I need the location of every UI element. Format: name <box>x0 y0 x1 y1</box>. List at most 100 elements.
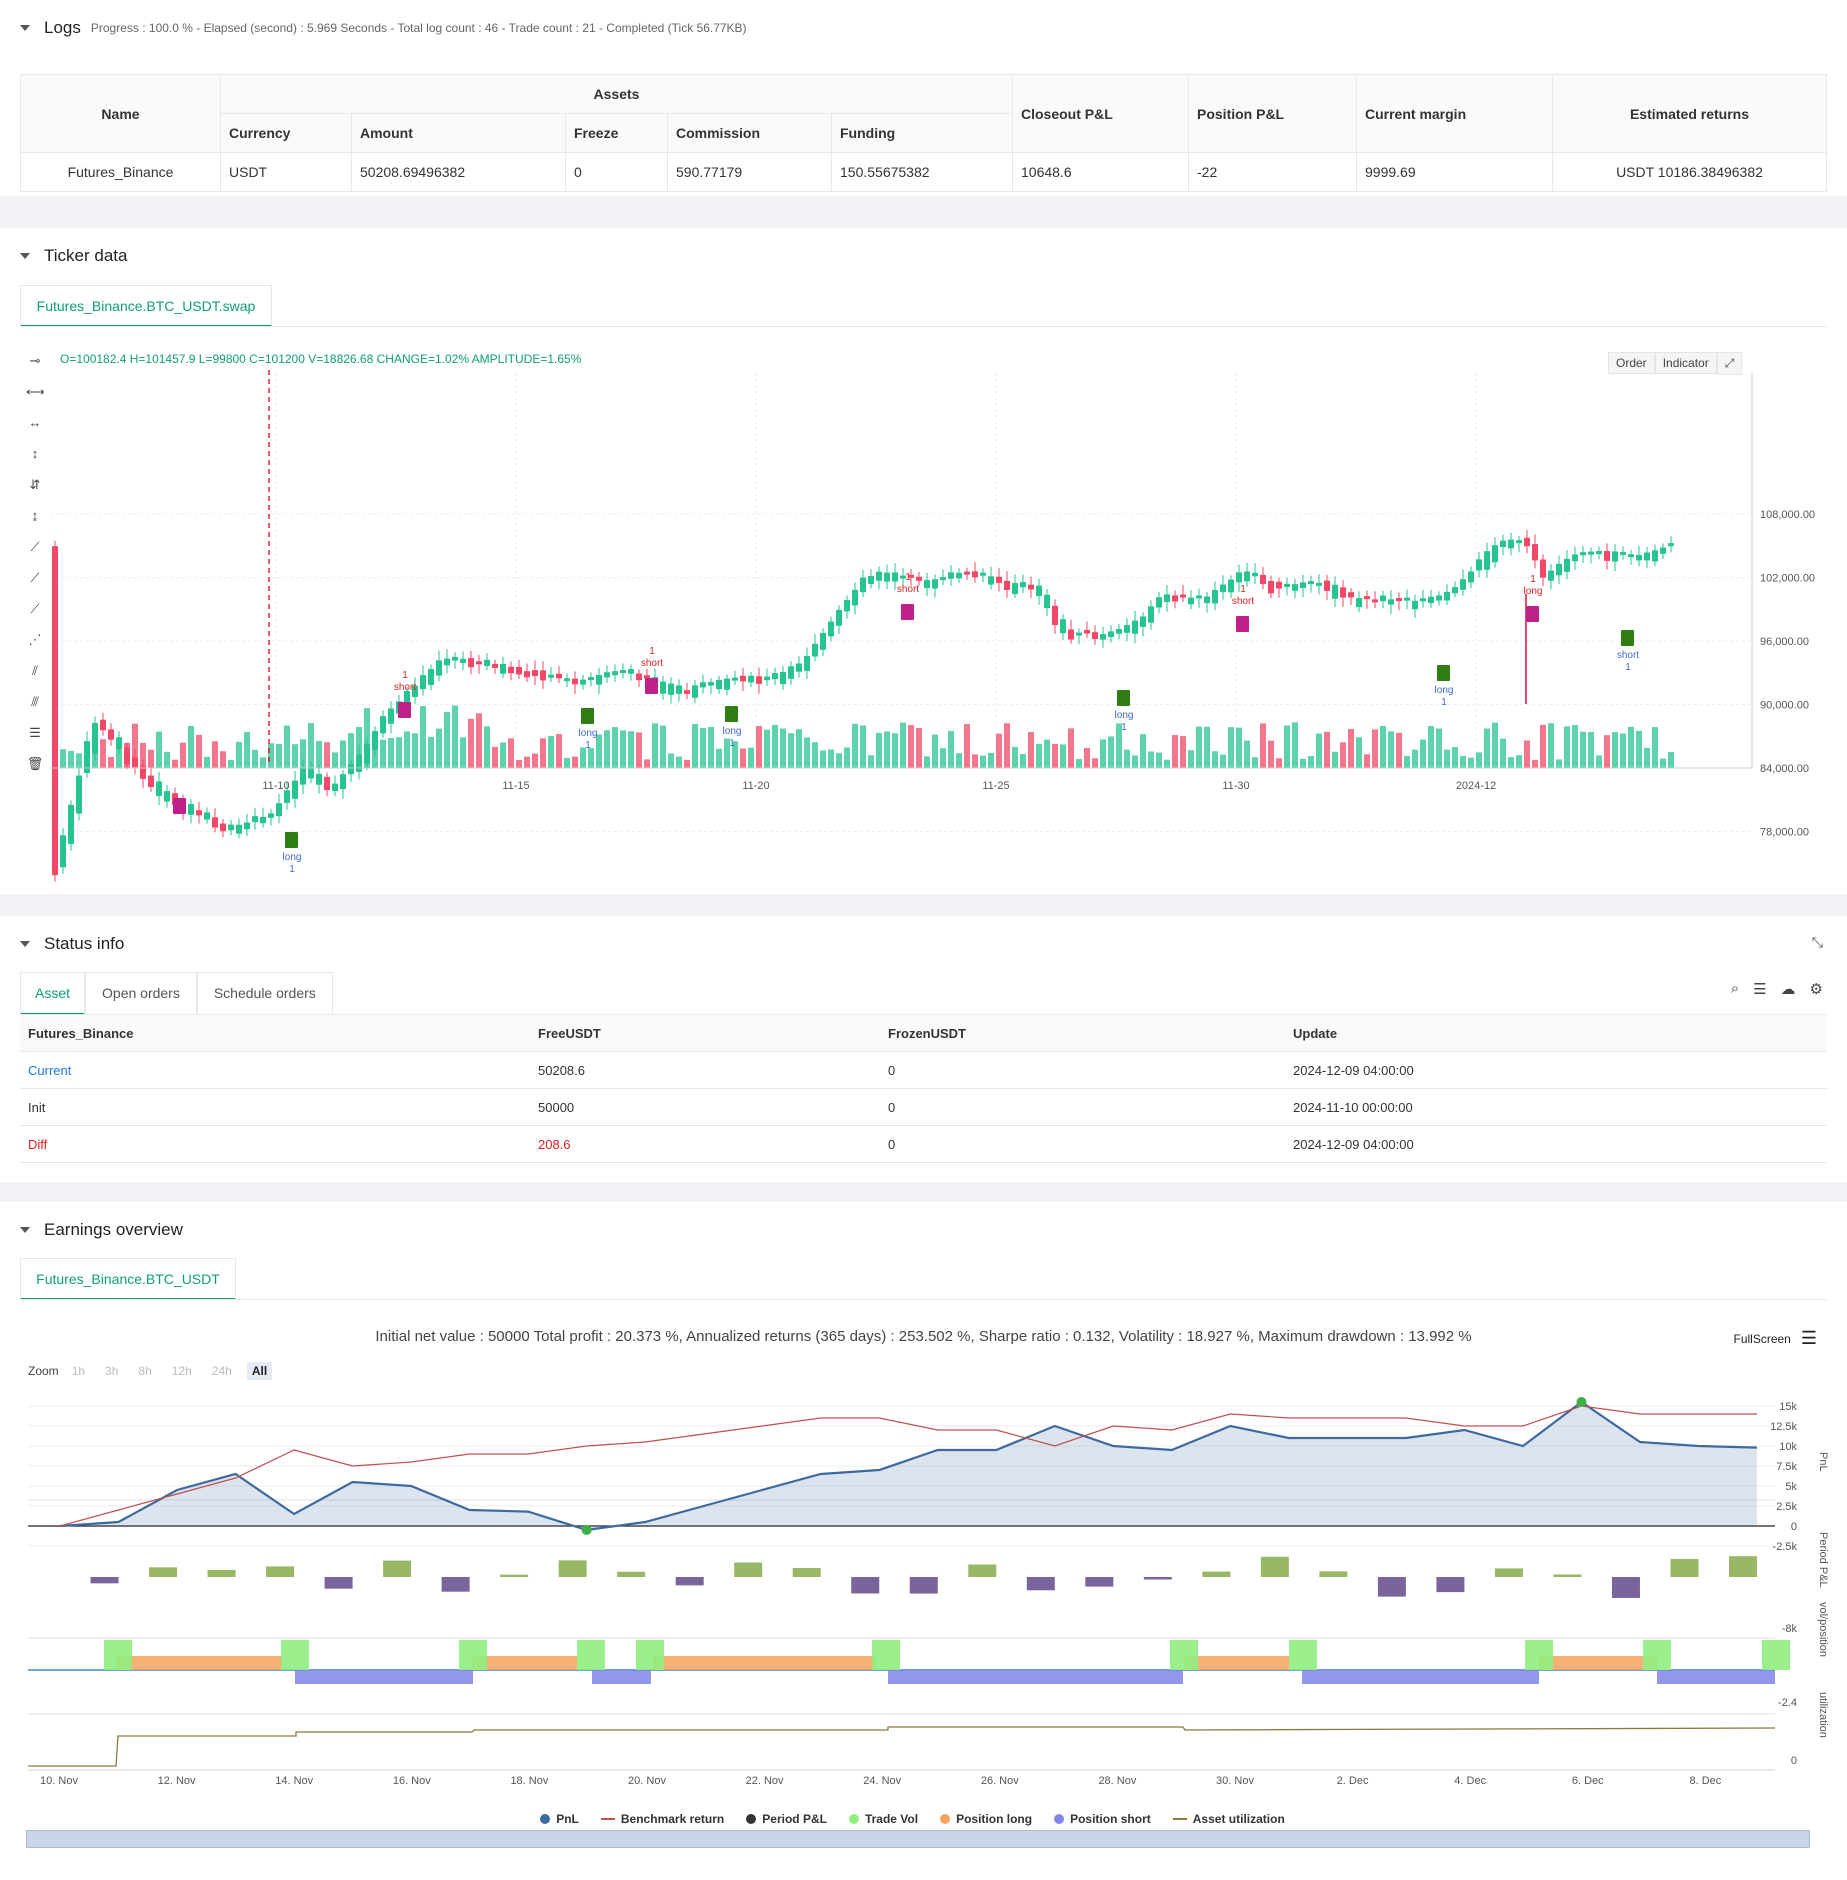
fullscreen-label: FullScreen <box>1733 1331 1791 1346</box>
candle <box>1588 551 1594 555</box>
horizontal-ray-icon[interactable]: ⟷ <box>26 384 45 399</box>
zoom-24h[interactable]: 24h <box>211 1364 232 1378</box>
cell-estimated-returns: USDT 10186.38496382 <box>1552 152 1827 192</box>
trash-icon[interactable]: 🗑 <box>26 756 44 771</box>
vertical-segment-icon[interactable]: ⇵ <box>29 477 41 492</box>
earnings-chart[interactable]: 15k 12.5k 10k 7.5k 5k 2.5k 0 -2.5k PnL -8k Period … <box>0 1392 1847 1822</box>
legend-item[interactable]: PnL <box>540 1812 579 1826</box>
ticker-header[interactable]: Ticker data <box>0 228 1847 284</box>
volume-bar <box>1132 755 1138 768</box>
candle <box>1556 563 1562 576</box>
legend-item[interactable]: Position short <box>1054 1812 1151 1826</box>
price-line-icon[interactable]: ⋰ <box>28 632 42 647</box>
volume-bar <box>596 734 602 768</box>
chart-buttons: Order Indicator ⤢ <box>1608 352 1743 375</box>
vertical-ray-icon[interactable]: ↨ <box>31 508 39 523</box>
volume-bar <box>484 726 490 768</box>
candle <box>1540 559 1546 578</box>
candle <box>132 757 138 767</box>
tab-btc-usdt[interactable]: Futures_Binance.BTC_USDT <box>20 1258 236 1300</box>
candle <box>1348 592 1354 598</box>
volume-bar <box>164 751 170 768</box>
tab-schedule-orders[interactable]: Schedule orders <box>196 972 333 1015</box>
extended-line-icon[interactable]: ↔ <box>28 415 42 430</box>
collapse-caret-icon[interactable] <box>20 941 30 947</box>
candle <box>436 660 442 676</box>
navigator-scrollbar[interactable] <box>26 1830 1810 1848</box>
list-icon[interactable]: ☰ <box>1753 981 1767 998</box>
status-header[interactable]: Status info ⤡ <box>0 916 1847 972</box>
earnings-header[interactable]: Earnings overview <box>0 1202 1847 1258</box>
fibonacci-icon[interactable]: ⫻ <box>31 694 39 709</box>
volume-bar <box>388 738 394 768</box>
signal-qty: 1 <box>585 740 591 751</box>
tab-open-orders[interactable]: Open orders <box>85 972 197 1015</box>
signal-qty: 1 <box>649 646 655 657</box>
zoom-3h[interactable]: 3h <box>105 1364 119 1378</box>
expand-icon[interactable]: ⤢ <box>1716 352 1743 375</box>
legend-label: Asset utilization <box>1192 1812 1285 1826</box>
volume-bar <box>820 750 826 768</box>
collapse-caret-icon[interactable] <box>20 253 30 259</box>
period-pnl-bar <box>500 1574 529 1577</box>
zoom-8h[interactable]: 8h <box>138 1364 152 1378</box>
period-pnl-bar <box>90 1577 119 1584</box>
candle <box>756 676 762 684</box>
zoom-1h[interactable]: 1h <box>71 1364 86 1378</box>
volume-bar <box>1572 725 1578 768</box>
earnings-panel: Earnings overview Futures_Binance.BTC_US… <box>0 1202 1847 1880</box>
parallel-channel-icon[interactable]: ⫽ <box>32 663 38 678</box>
period-pnl-bar <box>968 1564 997 1577</box>
legend-item[interactable]: Asset utilization <box>1172 1812 1285 1826</box>
candle <box>604 672 610 678</box>
logs-header[interactable]: Logs Progress : 100.0 % - Elapsed (secon… <box>0 0 1847 56</box>
fullscreen-button[interactable]: FullScreen ☰ <box>1734 1328 1818 1349</box>
period-pnl-bar <box>909 1577 938 1594</box>
volume-bar <box>1196 726 1202 768</box>
period-tick-label: -8k <box>1782 1623 1798 1635</box>
volume-bar <box>132 723 138 768</box>
collapse-arrows-icon[interactable]: ⤡ <box>1811 934 1823 950</box>
indicator-button[interactable]: Indicator <box>1654 352 1717 374</box>
ray-line-icon[interactable]: ⟋ <box>30 570 40 585</box>
gear-icon[interactable]: ⚙ <box>1809 981 1823 998</box>
collapse-caret-icon[interactable] <box>20 1227 30 1233</box>
order-button[interactable]: Order <box>1608 352 1655 374</box>
legend-item[interactable]: Trade Vol <box>848 1812 918 1826</box>
menu-icon[interactable]: ☰ <box>1800 1328 1817 1348</box>
tab-asset[interactable]: Asset <box>20 972 86 1015</box>
trend-line-icon[interactable]: ⟋ <box>30 539 40 554</box>
volume-bar <box>700 728 706 768</box>
candle <box>1452 587 1458 594</box>
pnl-tick-label: 15k <box>1779 1401 1797 1413</box>
row-label-current[interactable]: Current <box>20 1051 530 1089</box>
period-pnl-bar <box>383 1560 412 1577</box>
candle <box>620 670 626 674</box>
cell-frozen: 0 <box>880 1088 1285 1126</box>
candle <box>1324 580 1330 591</box>
candle <box>1612 551 1618 562</box>
cell-frozen: 0 <box>880 1125 1285 1163</box>
zoom-all[interactable]: All <box>246 1362 273 1380</box>
short-marker <box>645 678 658 694</box>
candle <box>932 579 938 589</box>
candle <box>1172 595 1178 602</box>
search-icon[interactable]: ⌕ <box>1730 980 1740 997</box>
vertical-line-icon[interactable]: ↕ <box>31 446 39 461</box>
horizontal-line-icon[interactable]: ⊸ <box>29 353 41 368</box>
collapse-caret-icon[interactable] <box>20 25 30 31</box>
legend-item[interactable]: Benchmark return <box>600 1812 724 1826</box>
grid-lines-icon[interactable]: ☰ <box>29 725 41 740</box>
legend-swatch <box>1054 1814 1065 1824</box>
volume-bar <box>508 738 514 768</box>
segment-icon[interactable]: ⟋ <box>30 601 40 616</box>
volume-bar <box>492 746 498 768</box>
legend-item[interactable]: Period P&L <box>746 1812 827 1826</box>
date-tick-label: 14. Nov <box>275 1775 313 1787</box>
legend-item[interactable]: Position long <box>940 1812 1032 1826</box>
price-tick-label: 102,000.00 <box>1760 573 1815 585</box>
zoom-12h[interactable]: 12h <box>171 1364 192 1378</box>
tab-btc-usdt-swap[interactable]: Futures_Binance.BTC_USDT.swap <box>20 285 272 327</box>
cloud-download-icon[interactable]: ☁ <box>1780 981 1796 998</box>
